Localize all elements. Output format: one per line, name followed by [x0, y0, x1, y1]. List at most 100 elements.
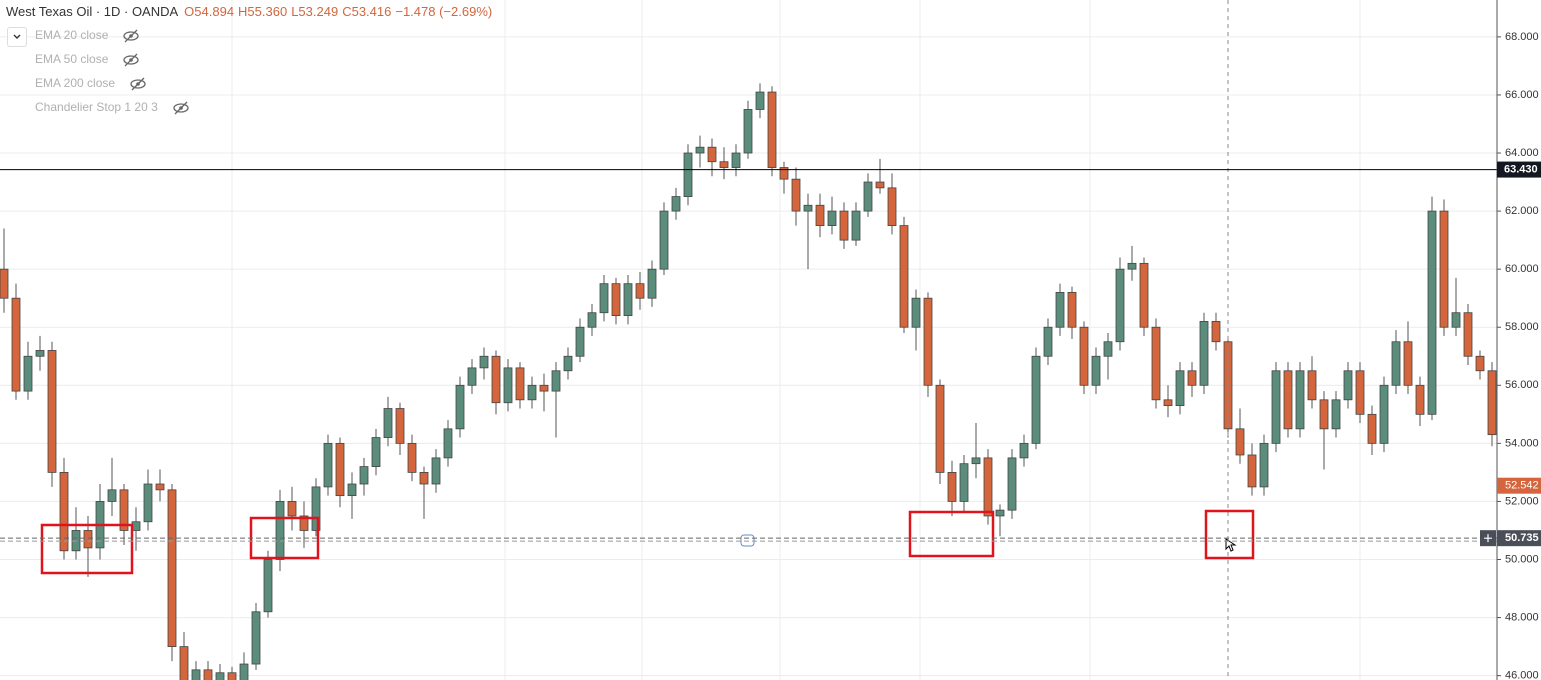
candle-body — [71, 530, 81, 552]
candle-body — [443, 428, 453, 459]
price-tag: 63.430 — [1504, 163, 1538, 175]
candle-body — [635, 283, 645, 299]
candle-body — [671, 196, 681, 212]
candle-body — [1115, 268, 1125, 343]
candle-body — [767, 91, 777, 168]
candle-body — [1283, 370, 1293, 430]
candle-body — [515, 367, 525, 401]
candle-body — [755, 91, 765, 110]
overlay — [0, 0, 1497, 680]
candle-body — [263, 559, 273, 613]
price-tag-bg — [1497, 161, 1541, 178]
candle-body — [383, 408, 393, 438]
hidden-eye-icon[interactable] — [122, 29, 140, 43]
line-handle[interactable] — [740, 534, 755, 547]
y-tick-label: 68.000 — [1505, 31, 1539, 43]
candle-body — [947, 471, 957, 502]
candle-body — [1199, 321, 1209, 386]
candle-body — [851, 210, 861, 241]
collapse-toggle[interactable] — [7, 27, 27, 47]
candle-body — [923, 297, 933, 386]
indicator[interactable]: Chandelier Stop 1 20 3 — [35, 100, 190, 115]
hidden-eye-icon[interactable] — [122, 53, 140, 67]
candle-body — [1427, 210, 1437, 415]
candle-body — [827, 210, 837, 227]
symbol-header: West Texas Oil · 1D · OANDA O54.894 H55.36… — [6, 4, 496, 19]
candle-body — [899, 225, 909, 328]
candle-body — [527, 384, 537, 401]
candle-body — [1295, 370, 1305, 430]
candle-body — [1463, 312, 1473, 357]
hidden-eye-icon[interactable] — [172, 101, 190, 115]
candle-body — [791, 178, 801, 212]
y-tick-label: 62.000 — [1505, 205, 1539, 217]
candle-body — [779, 167, 789, 180]
symbol: West Texas Oil · 1D · OANDA — [6, 4, 179, 19]
y-tick-label: 54.000 — [1505, 437, 1539, 449]
y-tick-label: 60.000 — [1505, 263, 1539, 275]
candle-body — [59, 471, 69, 552]
candle-body — [491, 355, 501, 404]
y-tick-label: 52.000 — [1505, 495, 1539, 507]
hidden-eye-icon[interactable] — [129, 77, 147, 91]
candle-body — [599, 283, 609, 314]
candle-body — [875, 181, 885, 189]
candle-body — [11, 297, 21, 392]
candle-body — [1043, 326, 1053, 357]
indicator[interactable]: EMA 200 close — [35, 76, 147, 91]
ohlc-value: L53.249 — [291, 4, 339, 19]
candle-body — [107, 489, 117, 502]
candle-body — [35, 350, 45, 357]
indicator-label: EMA 50 close — [35, 52, 109, 66]
candle-body — [335, 442, 345, 497]
candle-body — [647, 268, 657, 299]
candle-body — [143, 483, 153, 523]
candle-body — [1019, 442, 1029, 459]
candle-body — [611, 283, 621, 317]
candle-body — [551, 370, 561, 392]
candle-body — [1379, 384, 1389, 444]
ohlc-value: C53.416 — [342, 4, 392, 19]
candle-body — [239, 663, 249, 680]
candle-body — [419, 471, 429, 485]
highlight-box — [1204, 509, 1255, 560]
candle-body — [539, 384, 549, 392]
candle-body — [803, 204, 813, 212]
indicator[interactable]: EMA 20 close — [35, 28, 140, 43]
y-tick-label: 46.000 — [1505, 670, 1539, 680]
candle-body — [1271, 370, 1281, 444]
candle-body — [731, 152, 741, 168]
candle-body — [1211, 321, 1221, 343]
candle-body — [1139, 262, 1149, 328]
highlight-box — [908, 510, 995, 558]
candle-body — [1403, 341, 1413, 386]
candle-body — [1247, 454, 1257, 488]
y-tick-label: 56.000 — [1505, 379, 1539, 391]
highlight-box — [40, 523, 134, 575]
candle-body — [1331, 399, 1341, 430]
candle-body — [467, 367, 477, 386]
candle-body — [1475, 355, 1485, 372]
last-price-bg — [1497, 477, 1541, 494]
candle-body — [83, 530, 93, 549]
candle-body — [1067, 291, 1077, 328]
candle-body — [203, 669, 213, 680]
candle-body — [455, 384, 465, 430]
price-axis: 46.000 48.000 50.000 52.000 54.000 56.000 58.0… — [1497, 31, 1541, 680]
y-tick-label: 58.000 — [1505, 321, 1539, 333]
candle-body — [371, 437, 381, 467]
indicator[interactable]: EMA 50 close — [35, 52, 140, 67]
candle-body — [1151, 326, 1161, 401]
candle-body — [179, 646, 189, 680]
indicator-label: EMA 200 close — [35, 76, 116, 90]
candle-body — [1319, 399, 1329, 430]
y-tick-label: 48.000 — [1505, 611, 1539, 623]
candle-body — [1451, 312, 1461, 328]
candle-body — [623, 283, 633, 317]
candle-body — [1355, 370, 1365, 415]
candle-body — [1007, 457, 1017, 511]
candle-body — [719, 161, 729, 168]
candle-body — [743, 109, 753, 154]
